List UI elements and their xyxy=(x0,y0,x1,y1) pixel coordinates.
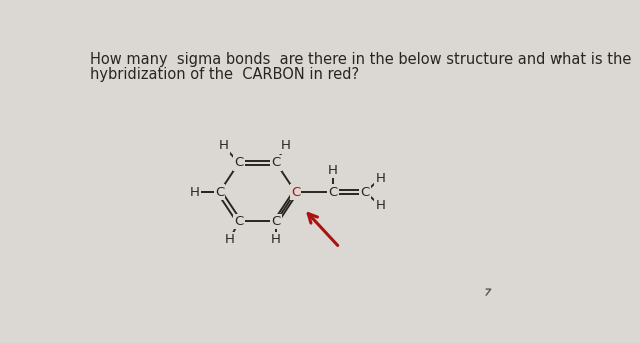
Text: C: C xyxy=(215,186,224,199)
Text: •: • xyxy=(557,52,563,62)
Text: H: H xyxy=(376,172,386,185)
Text: H: H xyxy=(328,164,337,177)
Text: C: C xyxy=(291,186,300,199)
Text: C: C xyxy=(234,156,243,169)
Text: H: H xyxy=(280,139,291,152)
Text: C: C xyxy=(234,215,243,228)
Text: C: C xyxy=(328,186,337,199)
Text: H: H xyxy=(218,139,228,152)
Text: H: H xyxy=(225,233,234,246)
Text: C: C xyxy=(360,186,370,199)
Text: C: C xyxy=(271,156,281,169)
Text: C: C xyxy=(271,215,281,228)
Text: How many  sigma bonds  are there in the below structure and what is the: How many sigma bonds are there in the be… xyxy=(90,52,632,67)
Text: H: H xyxy=(190,186,200,199)
Text: H: H xyxy=(376,199,386,212)
Text: H: H xyxy=(271,233,281,246)
Text: hybridization of the  CARBON in red?: hybridization of the CARBON in red? xyxy=(90,67,359,82)
